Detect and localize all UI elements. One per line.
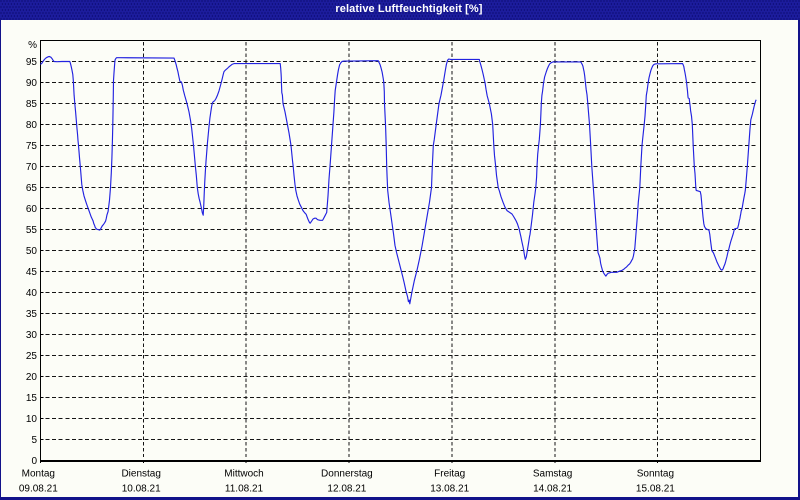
svg-text:30: 30 [26, 330, 38, 341]
svg-text:%: % [28, 40, 37, 51]
svg-text:Samstag: Samstag [533, 469, 572, 480]
svg-text:Montag: Montag [22, 469, 55, 480]
svg-text:90: 90 [26, 78, 38, 89]
svg-text:Mittwoch: Mittwoch [224, 469, 263, 480]
svg-text:Donnerstag: Donnerstag [321, 469, 373, 480]
svg-text:55: 55 [26, 225, 38, 236]
svg-text:20: 20 [26, 372, 38, 383]
svg-text:12.08.21: 12.08.21 [327, 484, 366, 495]
svg-text:40: 40 [26, 288, 38, 299]
svg-text:Dienstag: Dienstag [121, 469, 160, 480]
svg-text:10.08.21: 10.08.21 [122, 484, 161, 495]
svg-text:50: 50 [26, 246, 38, 257]
svg-text:11.08.21: 11.08.21 [225, 484, 264, 495]
svg-text:0: 0 [31, 456, 37, 467]
svg-text:15.08.21: 15.08.21 [636, 484, 675, 495]
svg-text:Freitag: Freitag [434, 469, 465, 480]
svg-text:60: 60 [26, 204, 38, 215]
svg-text:70: 70 [26, 162, 38, 173]
svg-text:14.08.21: 14.08.21 [533, 484, 572, 495]
svg-text:5: 5 [31, 435, 37, 446]
svg-text:Sonntag: Sonntag [637, 469, 674, 480]
svg-text:35: 35 [26, 309, 38, 320]
svg-text:65: 65 [26, 183, 38, 194]
svg-text:09.08.21: 09.08.21 [19, 484, 58, 495]
svg-text:95: 95 [26, 57, 38, 68]
svg-text:85: 85 [26, 99, 38, 110]
svg-text:10: 10 [26, 414, 38, 425]
svg-text:13.08.21: 13.08.21 [430, 484, 469, 495]
svg-text:25: 25 [26, 351, 38, 362]
svg-text:45: 45 [26, 267, 38, 278]
svg-text:75: 75 [26, 141, 38, 152]
svg-text:80: 80 [26, 120, 38, 131]
svg-text:15: 15 [26, 393, 38, 404]
